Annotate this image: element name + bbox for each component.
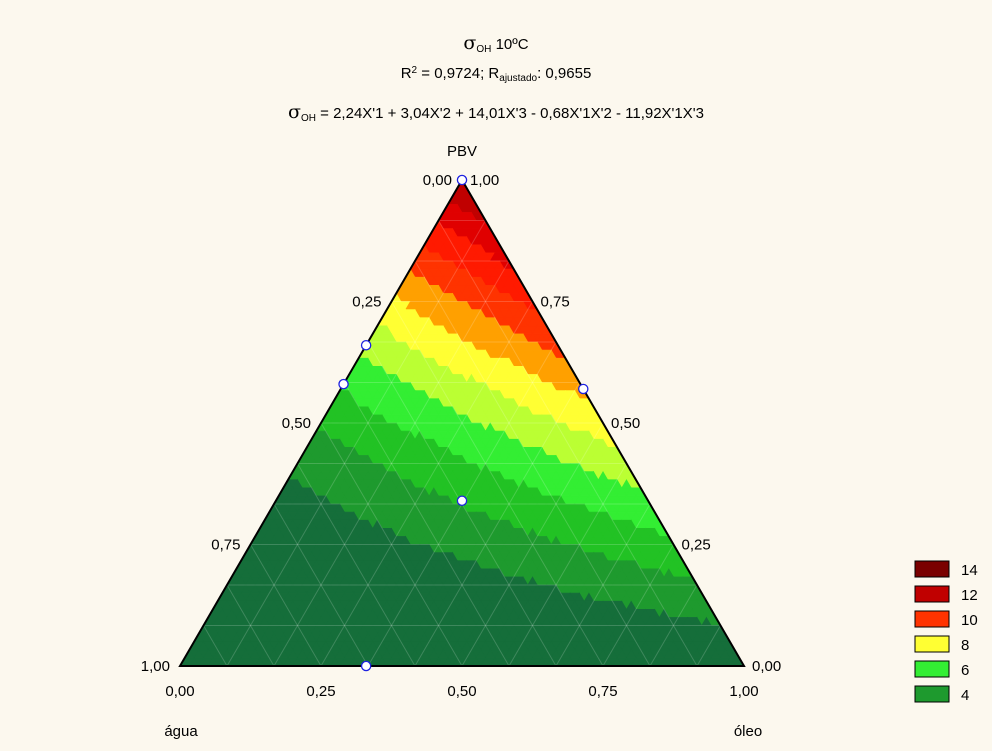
- tick-label-left: 0,75: [211, 537, 240, 554]
- title-rest: 10ºC: [491, 36, 529, 53]
- corner-label-agua: água: [164, 723, 198, 740]
- contour-cell: [705, 657, 717, 666]
- tick-label-bottom: 0,75: [588, 683, 617, 700]
- tick-label-bottom: 0,25: [306, 683, 335, 700]
- contour-bands: [180, 180, 744, 666]
- contour-cell: [611, 657, 623, 666]
- tick-label-bottom: 0,00: [165, 683, 194, 700]
- legend-label: 10: [961, 612, 978, 629]
- legend-swatch: [914, 685, 950, 703]
- r2-sup: 2: [411, 65, 418, 76]
- sigma-symbol: σ: [463, 32, 477, 54]
- legend-swatch: [914, 560, 950, 578]
- tick-label-bottom: 0,50: [447, 683, 476, 700]
- equation-rest: = 2,24X'1 + 3,04X'2 + 14,01X'3 - 0,68X'1…: [316, 105, 704, 122]
- tick-label-left: 0,25: [352, 294, 381, 311]
- contour-cell: [630, 657, 642, 666]
- legend-swatch: [914, 610, 950, 628]
- contour-cell: [677, 657, 689, 666]
- design-point: [360, 339, 372, 351]
- tick-label-bottom: 1,00: [729, 683, 758, 700]
- tick-label-left: 0,50: [282, 415, 311, 432]
- legend-swatch: [914, 585, 950, 603]
- contour-cell: [593, 657, 604, 666]
- r2-value: = 0,9724; R: [417, 65, 500, 82]
- tick-label-right: 0,25: [682, 537, 711, 554]
- contour-cell: [658, 657, 670, 666]
- design-point: [456, 495, 468, 507]
- sigma-symbol: σ: [288, 101, 301, 123]
- r2-label: R: [400, 65, 412, 82]
- stats-line: R2 = 0,9724; Rajustado: 0,9655: [0, 65, 992, 84]
- contour-cell: [583, 657, 595, 666]
- apex-label: PBV: [447, 143, 477, 160]
- contour-cell: [602, 657, 613, 666]
- contour-cell: [724, 657, 736, 666]
- contour-cell: [574, 657, 585, 666]
- design-point: [360, 660, 372, 672]
- legend-label: 8: [961, 637, 969, 654]
- legend-label: 14: [961, 562, 978, 579]
- contour-cell: [564, 657, 576, 666]
- radj-sub: ajustado: [499, 73, 538, 84]
- contour-cell: [687, 657, 698, 666]
- contour-cell: [640, 657, 651, 666]
- title-subscript: OH: [476, 44, 492, 55]
- tick-label-left: 1,00: [141, 658, 170, 675]
- tick-label-left: 0,00: [423, 172, 452, 189]
- tick-label-right: 0,50: [611, 415, 640, 432]
- contour-cell: [621, 657, 632, 666]
- equation-subscript: OH: [301, 113, 316, 124]
- tick-label-right: 0,75: [541, 294, 570, 311]
- tick-label-right: 0,00: [752, 658, 781, 675]
- tick-label-right: 1,00: [470, 172, 499, 189]
- chart-title: σOH 10ºC: [0, 32, 992, 55]
- legend-label: 6: [961, 662, 969, 679]
- legend: 14 12 10 8 6 4: [914, 560, 978, 704]
- legend-swatch: [914, 660, 950, 678]
- radj-value: : 0,9655: [537, 65, 592, 82]
- corner-label-oleo: óleo: [734, 723, 762, 740]
- legend-swatch: [914, 635, 950, 653]
- contour-cell: [555, 657, 566, 666]
- contour-cell: [696, 657, 707, 666]
- design-point: [338, 378, 349, 390]
- design-point: [578, 383, 589, 395]
- contour-cell: [649, 657, 660, 666]
- design-point: [456, 174, 468, 186]
- contour-cell: [715, 657, 726, 666]
- contour-cell: [668, 657, 679, 666]
- legend-label: 12: [961, 587, 978, 604]
- legend-label: 4: [961, 687, 969, 704]
- equation-line: σOH = 2,24X'1 + 3,04X'2 + 14,01X'3 - 0,6…: [0, 101, 992, 124]
